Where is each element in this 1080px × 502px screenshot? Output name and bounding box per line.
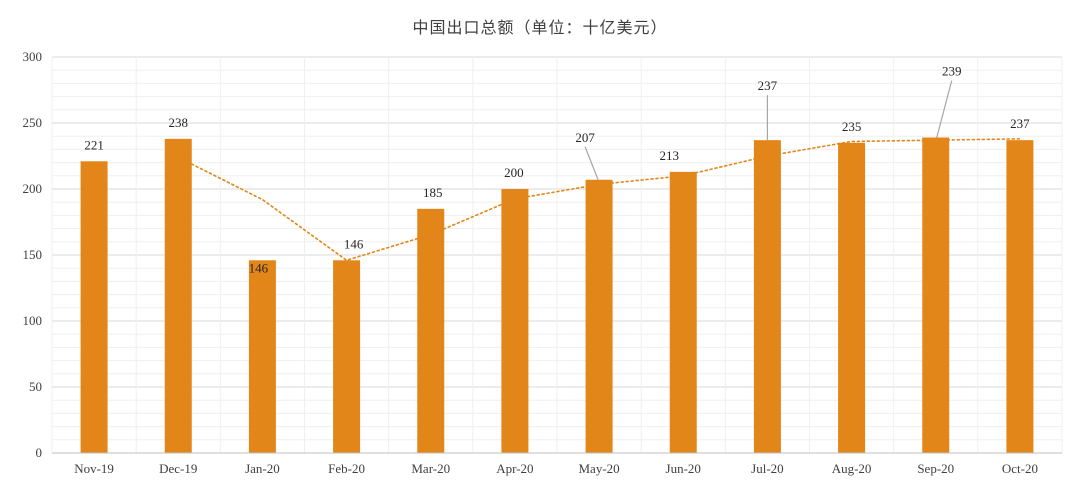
- label-leaders: [584, 80, 953, 180]
- x-tick-label: Jun-20: [666, 461, 701, 476]
- bars: [80, 137, 1034, 454]
- bar-Dec-19: [164, 138, 192, 453]
- data-label-Aug-20: 235: [842, 119, 862, 134]
- data-label-Apr-20: 200: [504, 165, 524, 180]
- bar-Jul-20: [753, 140, 781, 453]
- x-tick-label: Aug-20: [832, 461, 872, 476]
- y-axis-ticks: 0 50 100 150 200 250 300: [23, 49, 43, 460]
- data-label-Jun-20: 213: [660, 148, 680, 163]
- trendline: [177, 138, 1021, 262]
- bar-Oct-20: [1006, 140, 1034, 453]
- x-tick-label: Mar-20: [411, 461, 450, 476]
- data-label-Jan-20: 146: [249, 260, 269, 275]
- x-tick-label: Dec-19: [159, 461, 197, 476]
- bar-Mar-20: [417, 208, 445, 453]
- bar-Jun-20: [669, 171, 697, 453]
- y-tick-label: 50: [29, 379, 42, 394]
- y-tick-label: 150: [23, 247, 43, 262]
- bar-Apr-20: [501, 189, 529, 453]
- y-tick-label: 100: [23, 313, 43, 328]
- y-tick-label: 250: [23, 115, 43, 130]
- x-tick-label: May-20: [578, 461, 619, 476]
- bar-Aug-20: [838, 142, 866, 454]
- chart-title: 中国出口总额（单位：十亿美元）: [412, 18, 667, 37]
- x-tick-label: Feb-20: [328, 461, 365, 476]
- bar-Sep-20: [922, 137, 950, 453]
- grid-layer: [51, 56, 1063, 453]
- x-tick-label: Oct-20: [1002, 461, 1038, 476]
- x-tick-label: Jul-20: [751, 461, 784, 476]
- data-label-Dec-19: 238: [169, 115, 189, 130]
- data-label-Jul-20: 237: [758, 78, 778, 93]
- data-label-May-20: 207: [575, 130, 595, 145]
- y-tick-label: 0: [36, 445, 43, 460]
- data-labels: 221 238 146 146 185 200 207 213 237 235 239 237: [84, 64, 1030, 276]
- bar-May-20: [585, 179, 613, 453]
- x-tick-label: Apr-20: [496, 461, 533, 476]
- bar-Nov-19: [80, 161, 108, 453]
- x-tick-label: Nov-19: [74, 461, 114, 476]
- data-label-Nov-19: 221: [84, 137, 104, 152]
- y-tick-label: 200: [23, 181, 43, 196]
- data-label-Oct-20: 237: [1010, 116, 1030, 131]
- data-label-leader: [584, 146, 599, 180]
- data-label-leader: [936, 80, 953, 138]
- bar-Jan-20: [248, 260, 276, 453]
- data-label-Mar-20: 185: [423, 185, 443, 200]
- data-label-Feb-20: 146: [344, 236, 364, 251]
- x-tick-label: Jan-20: [245, 461, 280, 476]
- x-axis-ticks: Nov-19 Dec-19 Jan-20 Feb-20 Mar-20 Apr-20 May-…: [74, 461, 1038, 476]
- trendline-layer: [177, 138, 1021, 262]
- bar-Feb-20: [333, 260, 361, 453]
- x-tick-label: Sep-20: [917, 461, 954, 476]
- y-tick-label: 300: [23, 49, 43, 64]
- data-label-Sep-20: 239: [942, 64, 962, 79]
